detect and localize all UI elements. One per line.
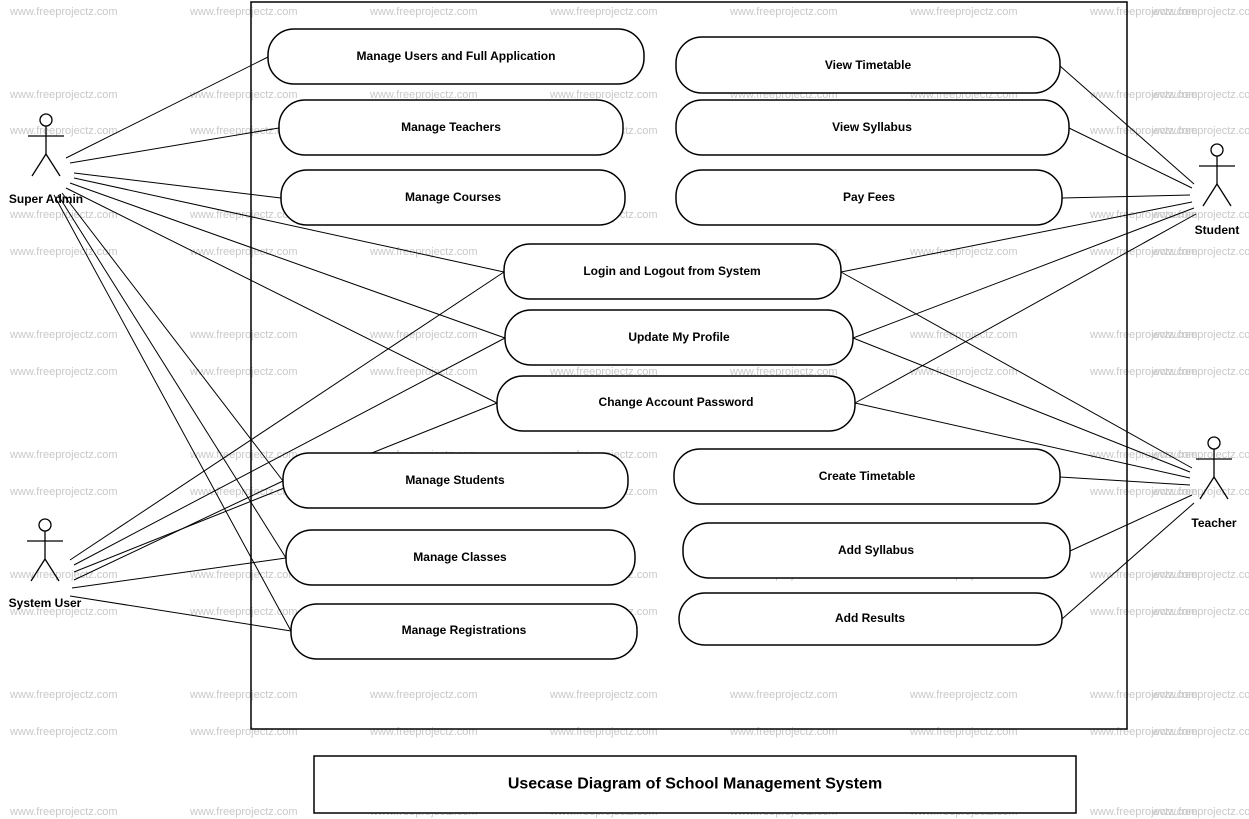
usecase-label: Login and Logout from System <box>583 264 760 278</box>
usecase-label: Pay Fees <box>843 190 895 204</box>
diagram-title: Usecase Diagram of School Management Sys… <box>508 776 882 793</box>
edge-teacher-uc_create_timetable <box>1060 477 1190 485</box>
edge-system_user-uc_manage_classes <box>72 558 286 588</box>
edge-student-uc_pay_fees <box>1062 195 1190 198</box>
usecase-uc_add_syllabus: Add Syllabus <box>683 523 1070 578</box>
usecase-label: View Syllabus <box>832 120 912 134</box>
usecase-label: Manage Teachers <box>401 120 501 134</box>
usecase-label: Manage Students <box>405 473 505 487</box>
actor-student: Student <box>1195 144 1240 237</box>
usecase-label: Manage Classes <box>413 550 507 564</box>
usecase-label: View Timetable <box>825 58 912 72</box>
usecase-uc_manage_teachers: Manage Teachers <box>279 100 623 155</box>
usecase-uc_pay_fees: Pay Fees <box>676 170 1062 225</box>
edge-student-uc_update_profile <box>853 208 1194 338</box>
actor-label: Student <box>1195 223 1240 237</box>
usecase-uc_update_profile: Update My Profile <box>505 310 853 365</box>
title-box: Usecase Diagram of School Management Sys… <box>314 756 1076 813</box>
actor-teacher: Teacher <box>1191 437 1236 530</box>
actor-label: System User <box>9 596 82 610</box>
actor-label: Teacher <box>1191 516 1236 530</box>
edge-super_admin-uc_manage_classes <box>58 195 286 558</box>
usecase-uc_create_timetable: Create Timetable <box>674 449 1060 504</box>
usecase-label: Manage Registrations <box>402 623 527 637</box>
edge-super_admin-uc_manage_students <box>62 193 283 481</box>
usecase-label: Manage Courses <box>405 190 501 204</box>
usecase-diagram: Manage Users and Full Application Manage … <box>0 0 1249 819</box>
usecase-uc_add_results: Add Results <box>679 593 1062 645</box>
edge-system_user-uc_manage_reg <box>70 596 291 631</box>
edge-super_admin-uc_manage_app <box>66 57 268 158</box>
usecase-uc_manage_students: Manage Students <box>283 453 628 508</box>
usecase-uc_view_timetable: View Timetable <box>676 37 1060 93</box>
usecase-uc_manage_classes: Manage Classes <box>286 530 635 585</box>
edge-teacher-uc_add_syllabus <box>1070 495 1192 551</box>
usecase-uc_manage_courses: Manage Courses <box>281 170 625 225</box>
usecases: Manage Users and Full Application Manage … <box>268 29 1070 659</box>
actor-system_user: System User <box>9 519 82 610</box>
usecase-label: Add Syllabus <box>838 543 914 557</box>
edge-teacher-uc_add_results <box>1062 503 1194 619</box>
usecase-uc_login: Login and Logout from System <box>504 244 841 299</box>
usecase-label: Manage Users and Full Application <box>357 49 556 63</box>
actor-super_admin: Super Admin <box>9 114 83 206</box>
usecase-label: Change Account Password <box>599 395 754 409</box>
usecase-uc_change_pwd: Change Account Password <box>497 376 855 431</box>
edge-super_admin-uc_manage_courses <box>74 173 281 198</box>
usecase-uc_manage_reg: Manage Registrations <box>291 604 637 659</box>
usecase-label: Update My Profile <box>628 330 730 344</box>
usecase-label: Create Timetable <box>819 469 916 483</box>
edge-student-uc_view_syllabus <box>1069 128 1192 188</box>
edge-super_admin-uc_manage_teachers <box>70 128 279 163</box>
usecase-uc_view_syllabus: View Syllabus <box>676 100 1069 155</box>
edge-teacher-uc_login <box>841 272 1192 468</box>
actor-label: Super Admin <box>9 192 83 206</box>
edge-system_user-uc_login <box>70 272 504 560</box>
usecase-uc_manage_app: Manage Users and Full Application <box>268 29 644 84</box>
usecase-label: Add Results <box>835 611 905 625</box>
